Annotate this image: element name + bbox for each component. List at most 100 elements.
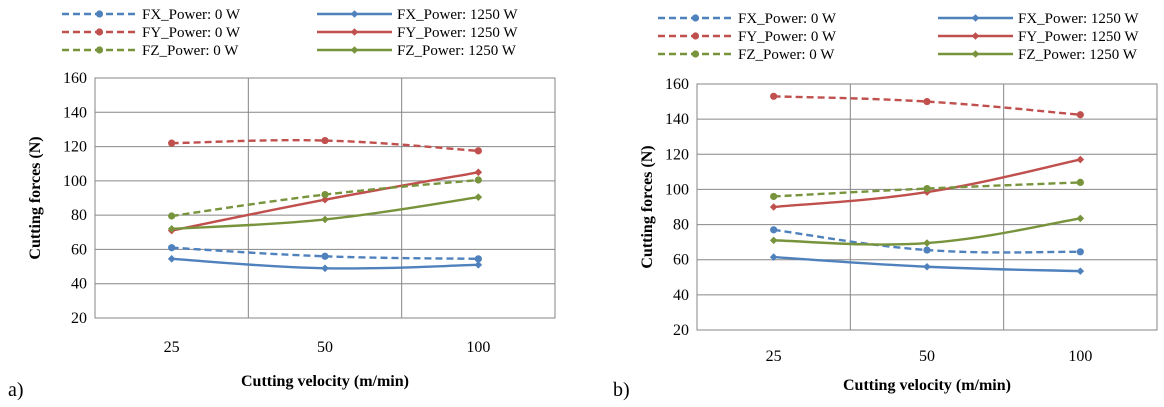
legend-item: FX_Power: 1250 W	[938, 11, 1139, 27]
series-fy-power-1250-w	[769, 155, 1085, 211]
legend-label: FX_Power: 1250 W	[397, 7, 518, 23]
data-point-marker	[770, 92, 778, 100]
series-fy-power-0-w	[168, 136, 482, 155]
legend-label: FX_Power: 0 W	[142, 7, 241, 23]
legend-item: FZ_Power: 0 W	[658, 47, 835, 63]
y-tick-label: 80	[71, 207, 87, 224]
data-point-marker	[691, 14, 700, 22]
data-point-marker	[321, 190, 329, 199]
data-point-marker	[167, 225, 176, 233]
legend-item: FZ_Power: 1250 W	[938, 47, 1138, 63]
legend-item: FY_Power: 0 W	[658, 29, 837, 45]
panel-label: a)	[8, 379, 24, 401]
legend-label: FY_Power: 1250 W	[397, 25, 518, 41]
chart-panel-b: 20 40 60 80 100 120 140 160 25 50 100 Cutting veloc…	[613, 11, 1158, 401]
series-line	[171, 138, 479, 153]
x-axis-title: Cutting velocity (m/min)	[843, 377, 1011, 394]
y-tick-label: 20	[673, 322, 689, 339]
y-axis-title: Cutting forces (N)	[27, 136, 44, 259]
data-point-marker	[474, 255, 482, 263]
data-point-marker	[923, 97, 931, 106]
x-tick-label: 25	[766, 348, 782, 365]
data-point-marker	[95, 28, 104, 36]
data-point-marker	[350, 28, 359, 36]
data-point-marker	[168, 244, 176, 252]
y-tick-label: 100	[63, 173, 87, 190]
x-tick-label: 25	[164, 339, 180, 356]
data-point-marker	[1076, 214, 1085, 223]
data-point-marker	[971, 14, 980, 22]
data-point-marker	[1076, 111, 1084, 119]
legend-label: FZ_Power: 0 W	[142, 43, 239, 59]
y-tick-label: 140	[63, 104, 87, 121]
data-point-marker	[923, 184, 931, 193]
plot-area	[94, 77, 556, 319]
chart-panel-a: 20 40 60 80 100 120 140 160 25 50 100 Cutting veloc…	[8, 7, 556, 401]
data-point-marker	[321, 264, 329, 273]
data-point-marker	[923, 262, 931, 271]
y-tick-label: 20	[71, 310, 87, 327]
data-point-marker	[971, 32, 980, 40]
series-fy-power-0-w	[770, 92, 1084, 119]
data-point-marker	[1076, 155, 1085, 164]
data-point-marker	[474, 261, 483, 269]
series-line	[171, 246, 479, 261]
data-point-marker	[474, 147, 482, 155]
x-tick-label: 100	[466, 339, 490, 356]
series-fx-power-1250-w	[167, 255, 483, 273]
legend-label: FY_Power: 0 W	[738, 29, 837, 45]
legend-item: FZ_Power: 0 W	[62, 43, 239, 59]
series-fy-power-1250-w	[167, 168, 483, 235]
data-point-marker	[923, 239, 931, 247]
data-point-marker	[923, 246, 931, 254]
legend-item: FX_Power: 1250 W	[317, 7, 518, 23]
y-tick-label: 160	[63, 70, 87, 87]
legend-item: FX_Power: 0 W	[658, 11, 837, 27]
series-line	[773, 95, 1081, 116]
data-point-marker	[474, 176, 482, 184]
legend-item: FY_Power: 1250 W	[317, 25, 518, 41]
data-point-marker	[770, 226, 778, 234]
data-point-marker	[321, 136, 329, 145]
x-tick-label: 50	[317, 339, 333, 356]
legend-label: FX_Power: 1250 W	[1018, 11, 1139, 27]
legend-label: FZ_Power: 0 W	[738, 47, 835, 63]
legend-label: FZ_Power: 1250 W	[1018, 47, 1138, 63]
plot-area	[696, 83, 1158, 331]
x-tick-label: 50	[919, 348, 935, 365]
legend-label: FZ_Power: 1250 W	[397, 43, 517, 59]
y-tick-label: 60	[673, 252, 689, 269]
x-axis-title: Cutting velocity (m/min)	[241, 373, 409, 390]
y-tick-label: 160	[665, 76, 689, 93]
legend-label: FX_Power: 0 W	[738, 11, 837, 27]
series-line	[773, 181, 1081, 198]
data-point-marker	[769, 253, 778, 261]
y-tick-label: 60	[71, 241, 87, 258]
series-fz-power-1250-w	[167, 193, 483, 233]
y-tick-label: 100	[665, 181, 689, 198]
series-fx-power-0-w	[770, 226, 1084, 256]
legend-item: FZ_Power: 1250 W	[317, 43, 517, 59]
data-point-marker	[1076, 267, 1085, 275]
data-point-marker	[770, 192, 778, 201]
data-point-marker	[769, 236, 778, 245]
data-point-marker	[691, 32, 700, 40]
data-point-marker	[474, 168, 483, 177]
legend: FX_Power: 0 W FX_Power: 1250 W FY_Power: 0…	[62, 7, 518, 59]
legend-item: FY_Power: 1250 W	[938, 29, 1139, 45]
legend-item: FY_Power: 0 W	[62, 25, 241, 41]
data-point-marker	[769, 203, 778, 211]
data-point-marker	[350, 10, 359, 18]
y-tick-label: 120	[665, 146, 689, 163]
series-fx-power-0-w	[168, 244, 482, 263]
gridlines	[697, 83, 1157, 331]
data-point-marker	[95, 10, 104, 18]
data-point-marker	[95, 46, 104, 54]
legend-label: FY_Power: 1250 W	[1018, 29, 1139, 45]
panel-label: b)	[613, 379, 630, 401]
data-point-marker	[350, 46, 359, 54]
data-point-marker	[321, 252, 329, 260]
data-point-marker	[1076, 178, 1084, 186]
data-point-marker	[321, 195, 329, 204]
